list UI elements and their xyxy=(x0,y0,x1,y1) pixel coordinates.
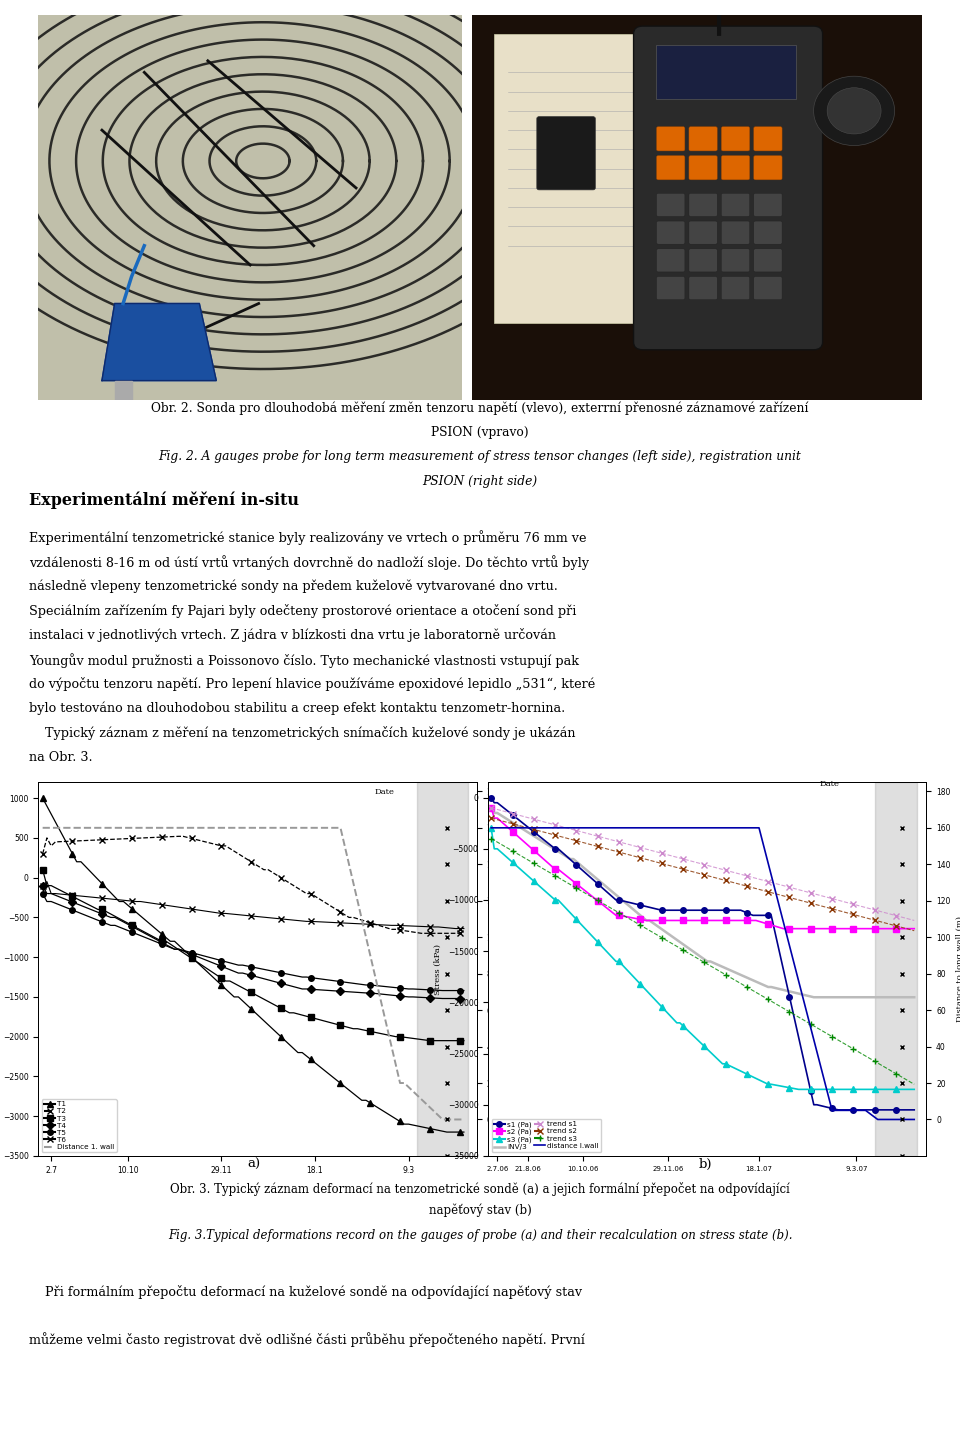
Text: Date: Date xyxy=(374,788,395,797)
Polygon shape xyxy=(102,304,216,381)
FancyBboxPatch shape xyxy=(657,221,684,244)
Text: napěťový stav (b): napěťový stav (b) xyxy=(428,1204,532,1217)
FancyBboxPatch shape xyxy=(689,276,717,300)
FancyBboxPatch shape xyxy=(754,126,782,151)
FancyBboxPatch shape xyxy=(689,156,717,180)
Bar xyxy=(417,782,468,1156)
FancyBboxPatch shape xyxy=(656,45,796,99)
FancyBboxPatch shape xyxy=(754,193,782,217)
FancyBboxPatch shape xyxy=(657,276,684,300)
FancyBboxPatch shape xyxy=(721,249,750,272)
Circle shape xyxy=(813,76,895,145)
Y-axis label: Distance to long wall (m): Distance to long wall (m) xyxy=(507,916,515,1022)
FancyBboxPatch shape xyxy=(721,193,750,217)
Text: instalaci v jednotlivých vrtech. Z jádra v blízkosti dna vrtu je laboratorně urč: instalaci v jednotlivých vrtech. Z jádra… xyxy=(29,628,556,643)
FancyBboxPatch shape xyxy=(721,276,750,300)
Legend: s1 (Pa), s2 (Pa), s3 (Pa), INV/3, trend s1, trend s2, trend s3, distance l.wall: s1 (Pa), s2 (Pa), s3 (Pa), INV/3, trend … xyxy=(492,1120,601,1153)
FancyBboxPatch shape xyxy=(494,33,741,323)
FancyBboxPatch shape xyxy=(689,126,717,151)
Bar xyxy=(875,782,917,1156)
Text: můžeme velmi často registrovat dvě odlišné části průběhu přepočteného napětí. Pr: můžeme velmi často registrovat dvě odliš… xyxy=(29,1332,585,1346)
FancyBboxPatch shape xyxy=(657,193,684,217)
Text: Fig. 3.Typical deformations record on the gauges of probe (a) and their recalcul: Fig. 3.Typical deformations record on th… xyxy=(168,1229,792,1242)
Text: Speciálním zařízením fy Pajari byly odečteny prostorové orientace a otočení sond: Speciálním zařízením fy Pajari byly odeč… xyxy=(29,603,576,618)
FancyBboxPatch shape xyxy=(537,116,595,190)
FancyBboxPatch shape xyxy=(754,276,782,300)
FancyBboxPatch shape xyxy=(754,221,782,244)
Circle shape xyxy=(828,87,881,134)
FancyBboxPatch shape xyxy=(721,221,750,244)
FancyBboxPatch shape xyxy=(689,193,717,217)
FancyBboxPatch shape xyxy=(721,156,750,180)
FancyBboxPatch shape xyxy=(657,249,684,272)
Text: Obr. 3. Typický záznam deformací na tenzometrické sondě (a) a jejich formální př: Obr. 3. Typický záznam deformací na tenz… xyxy=(170,1182,790,1197)
FancyBboxPatch shape xyxy=(634,26,823,350)
Text: Experimentální měření in-situ: Experimentální měření in-situ xyxy=(29,491,299,509)
Text: bylo testováno na dlouhodobou stabilitu a creep efekt kontaktu tenzometr-hornina: bylo testováno na dlouhodobou stabilitu … xyxy=(29,702,565,715)
FancyBboxPatch shape xyxy=(754,249,782,272)
Text: do výpočtu tenzoru napětí. Pro lepení hlavice používáme epoxidové lepidlo „531“,: do výpočtu tenzoru napětí. Pro lepení hl… xyxy=(29,678,595,691)
FancyBboxPatch shape xyxy=(657,156,684,180)
Text: na Obr. 3.: na Obr. 3. xyxy=(29,750,92,763)
Text: vzdálenosti 8-16 m od ústí vrtů vrtaných dovrchně do nadloží sloje. Do těchto vr: vzdálenosti 8-16 m od ústí vrtů vrtaných… xyxy=(29,555,588,570)
Legend: T1, T2, T3, T4, T5, T6, Distance 1. wall: T1, T2, T3, T4, T5, T6, Distance 1. wall xyxy=(42,1099,116,1153)
Text: Date: Date xyxy=(820,781,840,788)
Text: Fig. 2. A gauges probe for long term measurement of stress tensor changes (left : Fig. 2. A gauges probe for long term mea… xyxy=(158,451,802,464)
Y-axis label: Distance to long wall (m): Distance to long wall (m) xyxy=(956,916,960,1022)
Text: Obr. 2. Sonda pro dlouhodobá měření změn tenzoru napětí (vlevo), exterrní přenos: Obr. 2. Sonda pro dlouhodobá měření změn… xyxy=(152,401,808,414)
FancyBboxPatch shape xyxy=(689,249,717,272)
Text: PSION (right side): PSION (right side) xyxy=(422,475,538,489)
Text: Experimentální tenzometrické stanice byly realizovány ve vrtech o průměru 76 mm : Experimentální tenzometrické stanice byl… xyxy=(29,531,587,545)
FancyBboxPatch shape xyxy=(721,126,750,151)
FancyBboxPatch shape xyxy=(689,221,717,244)
Text: PSION (vpravo): PSION (vpravo) xyxy=(431,426,529,439)
Text: Youngův modul pružnosti a Poissonovo číslo. Tyto mechanické vlastnosti vstupují : Youngův modul pružnosti a Poissonovo čís… xyxy=(29,653,579,667)
Text: následně vlepeny tenzometrické sondy na předem kuželově vytvarované dno vrtu.: následně vlepeny tenzometrické sondy na … xyxy=(29,579,558,593)
Text: b): b) xyxy=(699,1157,712,1170)
Polygon shape xyxy=(114,381,132,400)
Text: Typický záznam z měření na tenzometrických snímačích kuželové sondy je ukázán: Typický záznam z měření na tenzometrický… xyxy=(29,727,575,740)
Y-axis label: Stress (kPa): Stress (kPa) xyxy=(434,944,443,995)
FancyBboxPatch shape xyxy=(754,156,782,180)
Text: a): a) xyxy=(248,1157,261,1170)
FancyBboxPatch shape xyxy=(657,126,684,151)
Text: Při formálním přepočtu deformací na kuželové sondě na odpovídající napěťový stav: Při formálním přepočtu deformací na kuže… xyxy=(29,1284,582,1298)
